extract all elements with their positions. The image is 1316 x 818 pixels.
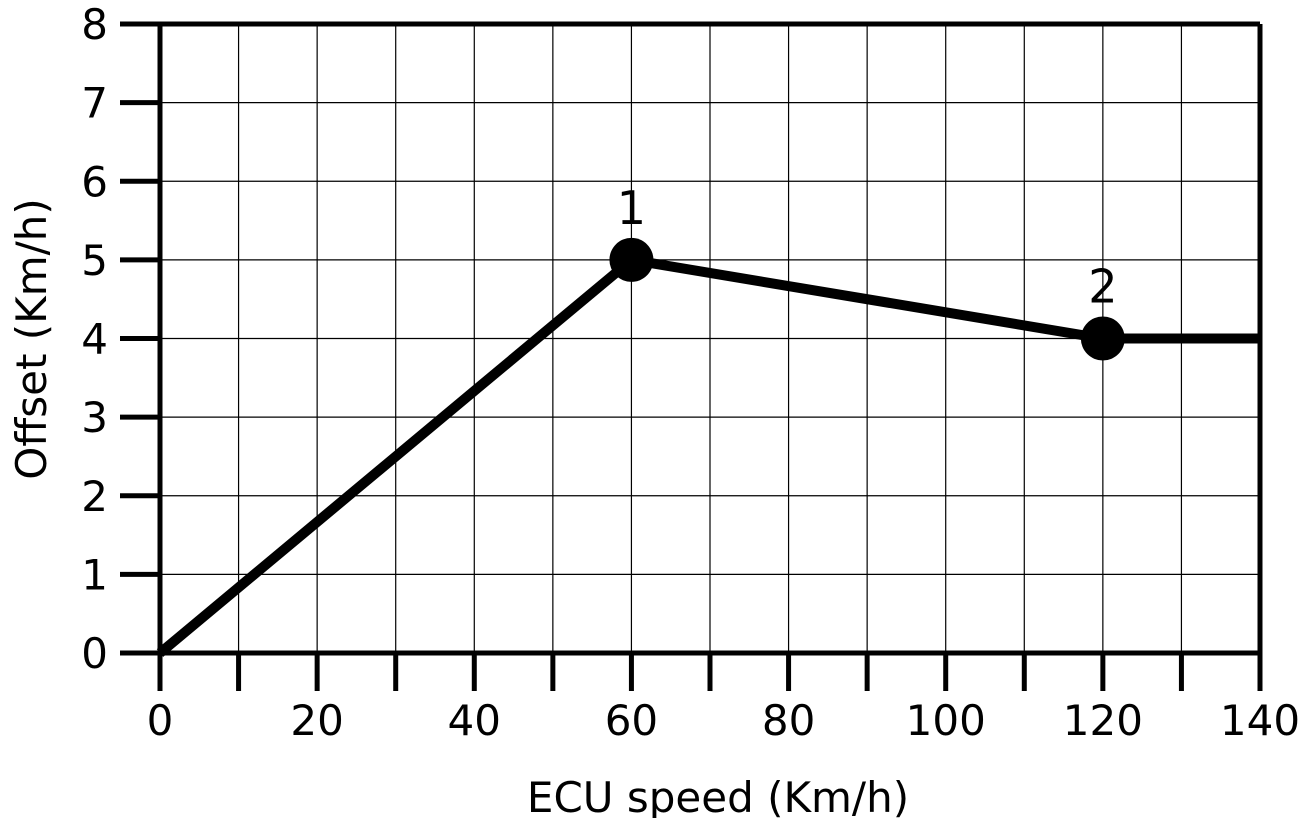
y-axis-title: Offset (Km/h) [7,198,56,480]
x-tick-label: 100 [906,696,986,745]
x-tick-label: 0 [147,696,174,745]
y-tick-label: 1 [81,550,108,599]
y-tick-label: 5 [81,236,108,285]
x-tick-label: 40 [448,696,501,745]
y-tick-label: 7 [81,79,108,128]
series-line [156,254,1260,657]
y-tick-label: 8 [81,0,108,49]
data-point-label: 2 [1088,260,1117,314]
x-axis-title: ECU speed (Km/h) [527,773,909,818]
data-point-marker [1080,316,1125,361]
y-tick-label: 4 [81,315,108,364]
x-tick-label: 80 [762,696,815,745]
data-point-label: 1 [617,181,646,235]
x-tick-label: 20 [290,696,343,745]
y-tick-label: 3 [81,393,108,442]
x-tick-label: 120 [1063,696,1143,745]
marker-group: 12 [609,181,1125,361]
data-point-marker [609,237,654,282]
axis-ticks [120,21,1263,691]
y-tick-label: 6 [81,157,108,206]
x-tick-label: 140 [1220,696,1300,745]
y-tick-label: 2 [81,472,108,521]
x-tick-label: 60 [605,696,658,745]
series-group [156,254,1260,657]
y-tick-label: 0 [81,629,108,678]
